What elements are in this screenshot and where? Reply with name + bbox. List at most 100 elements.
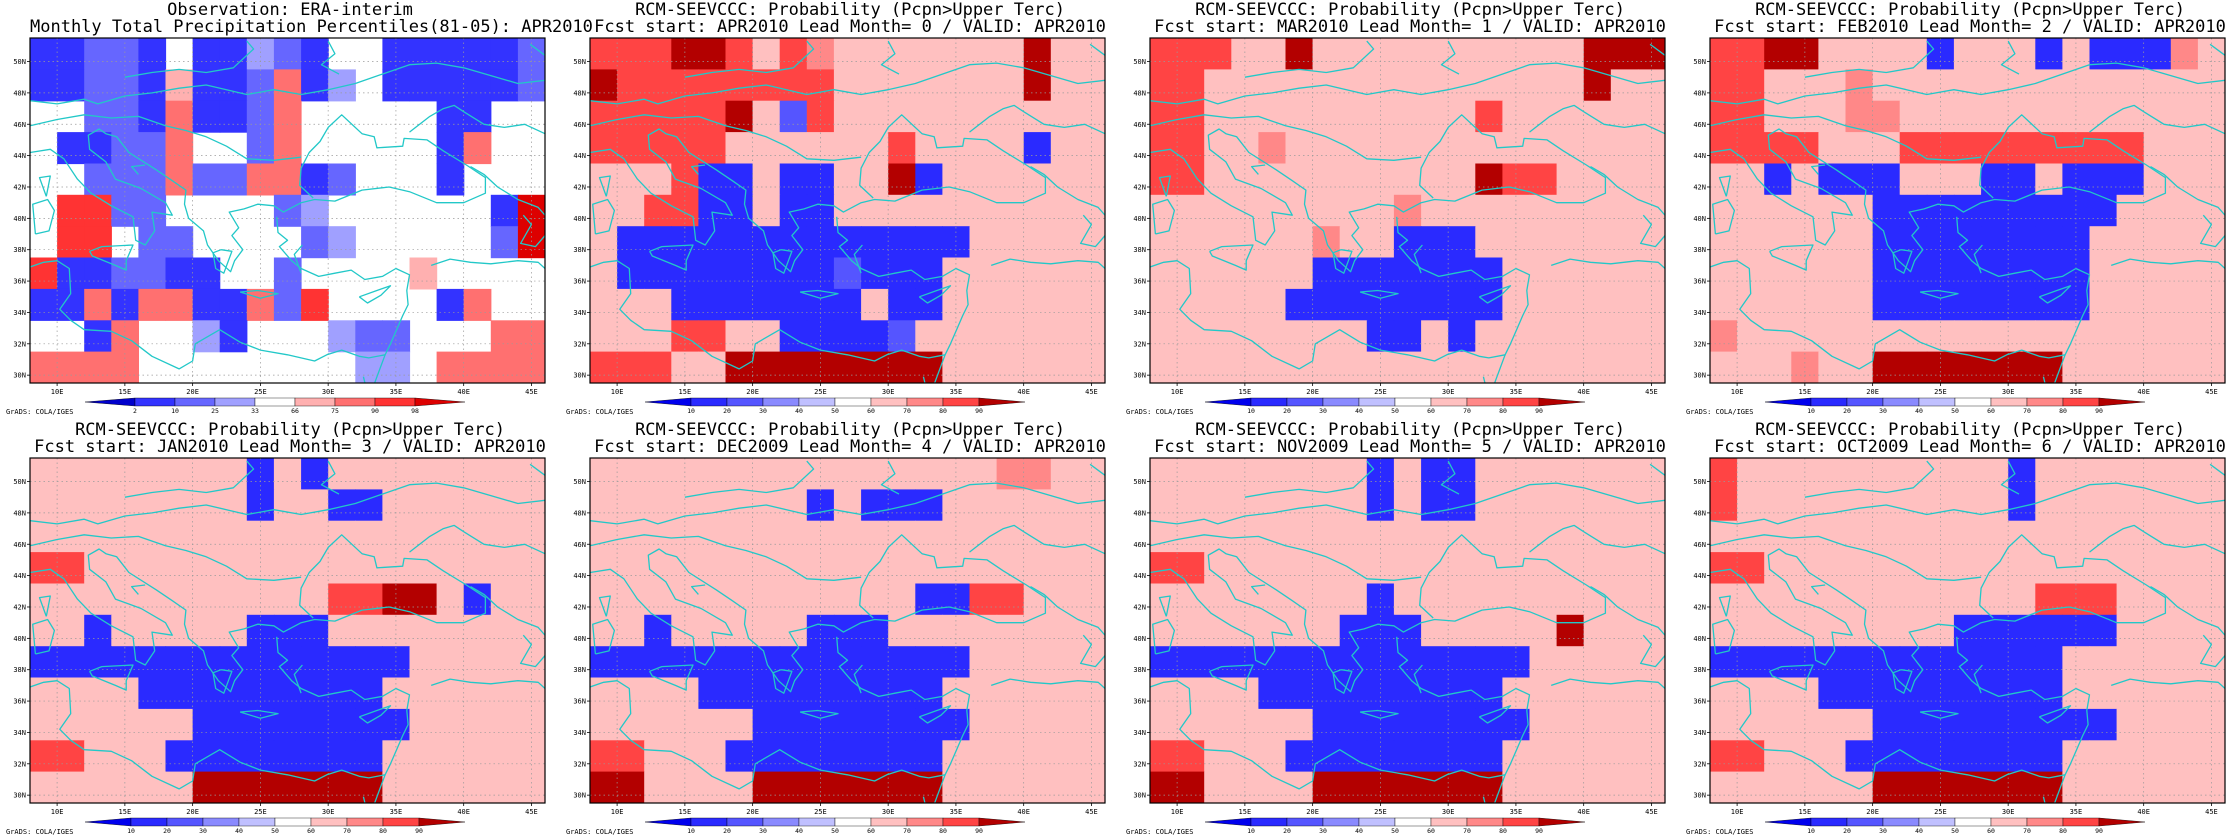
y-tick-label: 30N bbox=[1133, 792, 1146, 800]
coastline bbox=[30, 482, 545, 525]
heatmap-cell bbox=[1204, 458, 1232, 490]
heatmap-cell bbox=[1050, 458, 1079, 490]
heatmap-cell bbox=[2035, 489, 2063, 522]
heatmap-cell bbox=[1285, 458, 1314, 490]
heatmap-cell bbox=[273, 458, 302, 490]
heatmap-cell bbox=[1529, 708, 1558, 741]
colorbar-segment bbox=[1538, 817, 1586, 827]
heatmap-cell bbox=[1556, 646, 1585, 679]
heatmap-cell bbox=[1529, 520, 1558, 553]
heatmap-cell bbox=[2170, 583, 2199, 616]
coastline bbox=[1150, 534, 1422, 581]
colorbar-segment bbox=[1394, 817, 1432, 827]
heatmap-cell bbox=[111, 194, 139, 227]
heatmap-cell bbox=[806, 194, 835, 227]
colorbar-segment bbox=[942, 817, 980, 827]
heatmap-cell bbox=[833, 583, 862, 616]
heatmap-cell bbox=[1710, 708, 1738, 741]
heatmap-cell bbox=[1023, 226, 1052, 259]
heatmap-cell bbox=[590, 288, 618, 321]
coastline bbox=[470, 586, 545, 636]
heatmap-cell bbox=[752, 771, 781, 803]
heatmap-cell bbox=[617, 552, 645, 585]
x-tick-label: 35E bbox=[2070, 388, 2083, 396]
colorbar-segment bbox=[1882, 397, 1920, 407]
map-panel: 30N 32N 34N 36N 38N 40N 42N 44N 46N 48N 50N 10E 15E 2… bbox=[0, 420, 560, 840]
heatmap-cell bbox=[969, 552, 998, 585]
heatmap-cell bbox=[382, 614, 411, 647]
heatmap-cell bbox=[833, 69, 862, 102]
colorbar-segment bbox=[374, 397, 416, 407]
heatmap-cell bbox=[301, 708, 329, 741]
heatmap-cell bbox=[2035, 38, 2063, 70]
coastline bbox=[2150, 586, 2225, 636]
heatmap-cell bbox=[996, 100, 1025, 133]
colorbar-segment bbox=[644, 817, 692, 827]
colorbar-segment bbox=[1990, 817, 2028, 827]
coastline bbox=[1150, 482, 1665, 525]
colorbar-segment bbox=[1466, 397, 1504, 407]
heatmap-cell bbox=[2008, 771, 2036, 803]
coastline bbox=[1892, 249, 1913, 274]
heatmap-cell bbox=[1150, 132, 1178, 165]
heatmap-cell bbox=[2116, 257, 2145, 290]
heatmap-cell bbox=[1177, 194, 1205, 227]
heatmap-cell bbox=[644, 320, 672, 353]
heatmap-cell bbox=[888, 489, 916, 522]
y-tick-label: 34N bbox=[1133, 729, 1146, 737]
heatmap-cell bbox=[752, 583, 781, 616]
heatmap-cell bbox=[996, 489, 1025, 522]
heatmap-cell bbox=[1023, 38, 1052, 70]
heatmap-cell bbox=[2143, 38, 2172, 70]
coastline bbox=[1710, 534, 1982, 581]
heatmap-cell bbox=[779, 132, 808, 165]
colorbar-segment bbox=[1286, 397, 1324, 407]
panel-title: RCM-SEEVCCC: Probability (Pcpn>Upper Ter… bbox=[635, 0, 1065, 20]
heatmap-cell bbox=[1023, 708, 1052, 741]
heatmap-cell bbox=[2035, 320, 2063, 353]
heatmap-cell bbox=[1393, 489, 1422, 522]
colorbar-segment bbox=[762, 817, 800, 827]
heatmap-cell bbox=[57, 351, 85, 383]
heatmap-cell bbox=[1421, 100, 1449, 133]
coastline bbox=[1359, 709, 1399, 719]
x-tick-label: 30E bbox=[2002, 808, 2015, 816]
heatmap-cell bbox=[192, 583, 221, 616]
heatmap-cell bbox=[1872, 100, 1901, 133]
colorbar-label: 70 bbox=[2023, 827, 2031, 835]
heatmap-cell bbox=[915, 677, 943, 710]
heatmap-cell bbox=[996, 583, 1025, 616]
colorbar-label: 20 bbox=[163, 827, 171, 835]
coastline bbox=[529, 43, 545, 56]
heatmap-cell bbox=[752, 614, 781, 647]
heatmap-cell bbox=[1845, 552, 1874, 585]
colorbar-label: 10 bbox=[1247, 407, 1255, 415]
heatmap-cell bbox=[915, 100, 943, 133]
heatmap-cell bbox=[409, 583, 438, 616]
y-tick-label: 30N bbox=[573, 792, 586, 800]
heatmap-cell bbox=[996, 257, 1025, 290]
heatmap-cell bbox=[1312, 288, 1341, 321]
heatmap-cell bbox=[1899, 320, 1928, 353]
coastline bbox=[1250, 584, 1266, 595]
y-tick-label: 36N bbox=[13, 278, 26, 286]
heatmap-cell bbox=[138, 583, 167, 616]
map-frame bbox=[1149, 37, 1666, 384]
heatmap-cell bbox=[1981, 288, 2009, 321]
heatmap-cell bbox=[1285, 708, 1314, 741]
heatmap-cell bbox=[1926, 614, 1955, 647]
heatmap-cell bbox=[888, 458, 916, 490]
heatmap-cell bbox=[57, 614, 85, 647]
heatmap-cell bbox=[1312, 38, 1341, 70]
heatmap-cell bbox=[1953, 583, 1982, 616]
heatmap-cell bbox=[2008, 226, 2036, 259]
heatmap-cell bbox=[1258, 583, 1287, 616]
heatmap-cell bbox=[1393, 614, 1422, 647]
heatmap-cell bbox=[1258, 226, 1287, 259]
heatmap-cell bbox=[1502, 614, 1531, 647]
heatmap-cell bbox=[2062, 552, 2091, 585]
heatmap-cell bbox=[969, 351, 998, 383]
heatmap-cell bbox=[1258, 489, 1287, 522]
colorbar-segment bbox=[1538, 397, 1586, 407]
